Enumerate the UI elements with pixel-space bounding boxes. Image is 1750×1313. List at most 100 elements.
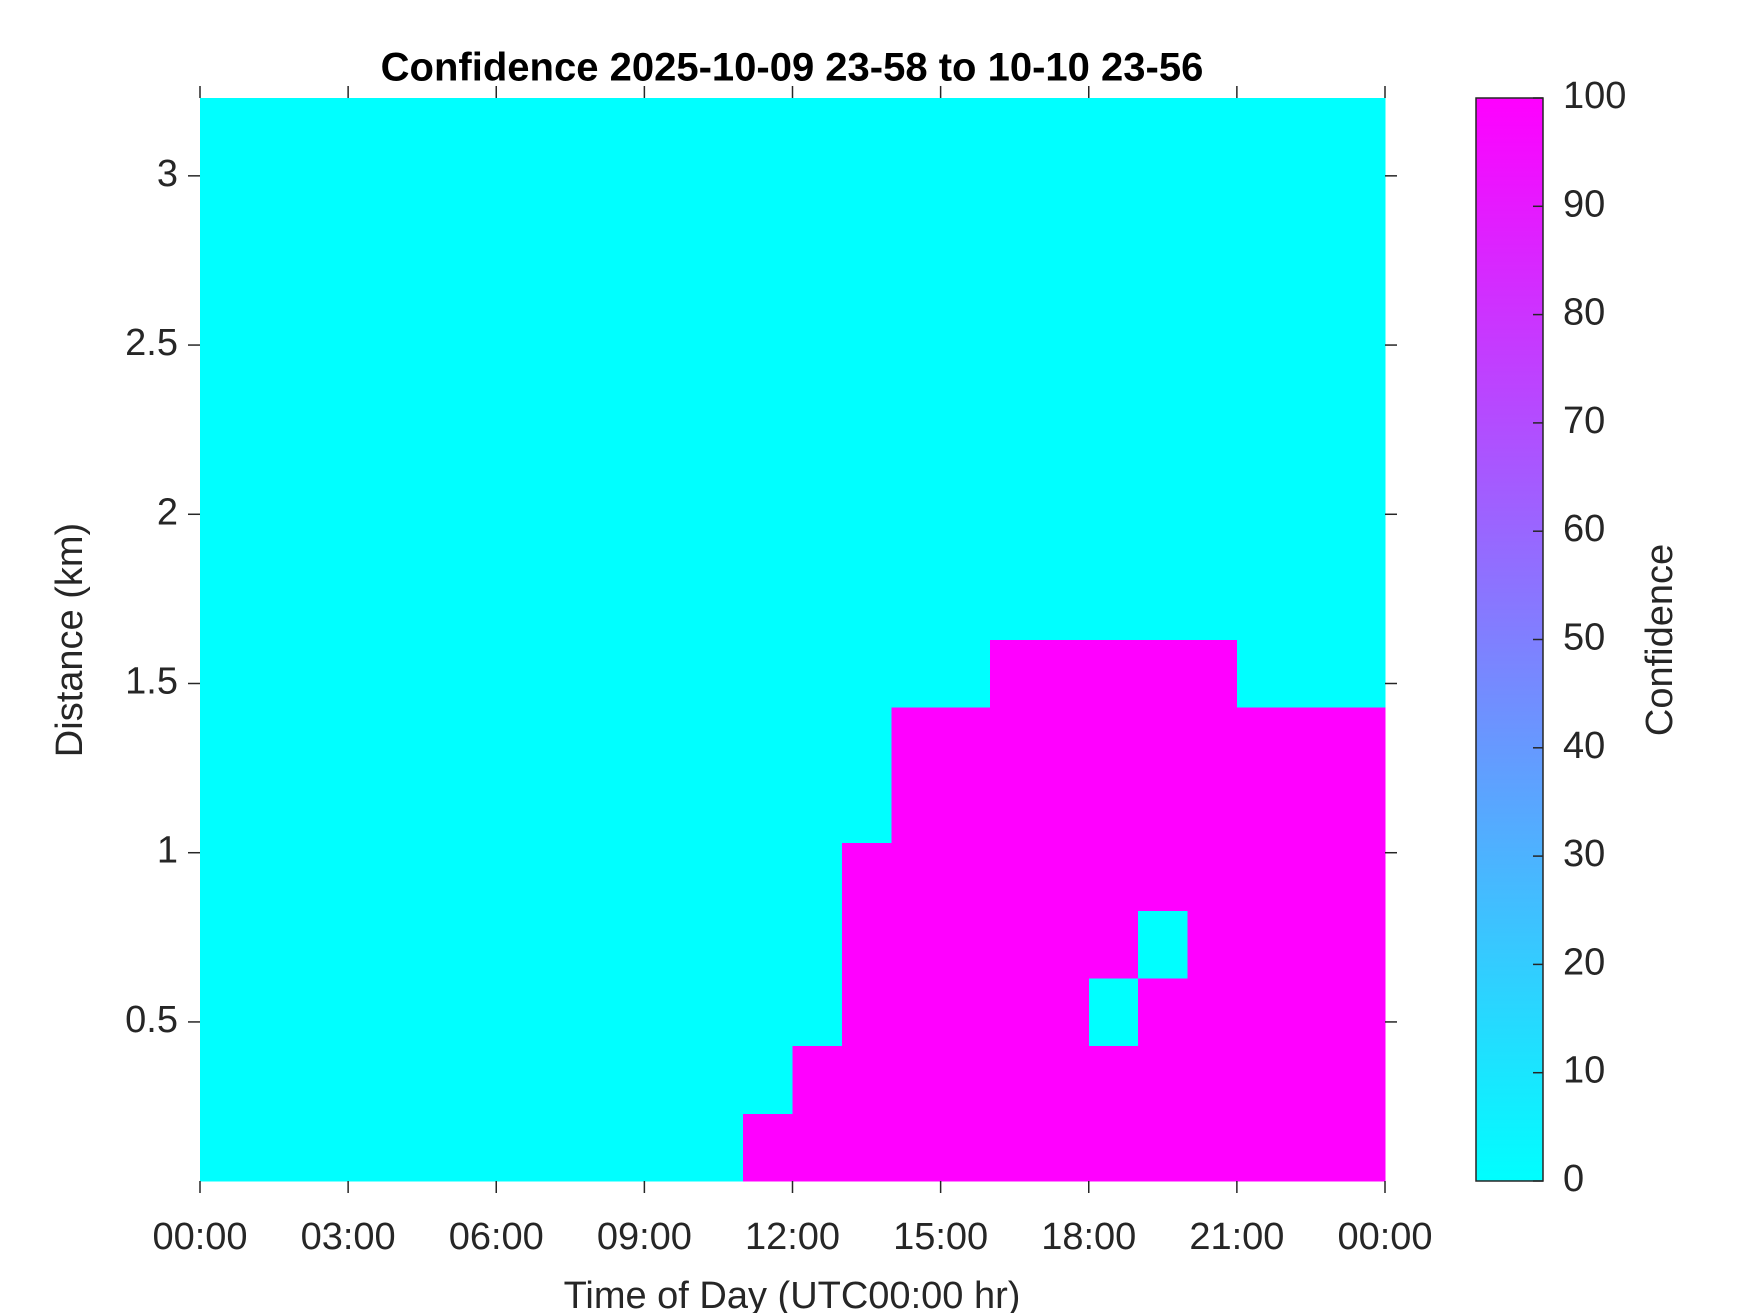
heatmap-cell [792,571,843,640]
y-tick-label: 1 [157,830,178,872]
heatmap-cell [743,368,793,437]
heatmap-cell [1039,842,1090,911]
heatmap-cell [792,1113,843,1182]
heatmap-cell [891,1045,942,1114]
heatmap-cell [496,1113,547,1182]
heatmap-cell [595,233,645,302]
x-tick-label: 15:00 [893,1216,988,1258]
heatmap-cell [446,1113,497,1182]
heatmap-cell [841,233,892,302]
colorbar-tick-label: 60 [1563,508,1605,550]
heatmap-cell [397,165,448,234]
heatmap-cell [545,233,596,302]
heatmap-cell [1335,639,1386,708]
heatmap-cell [891,571,942,640]
heatmap-cell [397,233,448,302]
heatmap-cell [1187,504,1238,573]
heatmap-cell [348,571,398,640]
heatmap-cell [397,301,448,370]
heatmap-cell [496,233,547,302]
colorbar-tick-label: 20 [1563,941,1605,983]
heatmap-cell [743,301,793,370]
heatmap-cell [841,707,892,776]
heatmap-cell [348,504,398,573]
heatmap-cell [743,165,793,234]
heatmap-cell [249,165,300,234]
heatmap-cell [496,301,547,370]
heatmap-cell [1138,571,1188,640]
heatmap-cell [1187,842,1238,911]
heatmap-cell [446,233,497,302]
heatmap-cell [743,504,793,573]
heatmap-cell [1187,233,1238,302]
heatmap-cell [249,1113,300,1182]
heatmap-cell [496,165,547,234]
heatmap-cell [397,639,448,708]
heatmap-cell [1187,707,1238,776]
heatmap-cell [1187,301,1238,370]
heatmap-cell [249,436,300,505]
heatmap-cell [249,977,300,1047]
heatmap-cell [1286,1045,1337,1114]
heatmap-cell [1286,774,1337,844]
heatmap-cell [743,436,793,505]
heatmap-cell [496,774,547,844]
heatmap-cell [792,977,843,1047]
heatmap-cell [1236,774,1287,844]
heatmap-cell [990,436,1040,505]
heatmap-cell [1088,368,1139,437]
heatmap-cell [595,368,645,437]
heatmap-cell [1236,1113,1287,1182]
heatmap-cell [644,301,695,370]
heatmap-cell [940,368,991,437]
heatmap-cell [496,368,547,437]
heatmap-cell [249,301,300,370]
heatmap-cell [545,98,596,167]
heatmap-cell [249,910,300,979]
heatmap-cell [446,910,497,979]
heatmap-cell [940,977,991,1047]
heatmap-cell [841,977,892,1047]
heatmap-cell [1335,571,1386,640]
colorbar-tick-label: 40 [1563,725,1605,767]
heatmap-cell [1236,504,1287,573]
heatmap-cell [298,504,349,573]
heatmap-cell [397,98,448,167]
heatmap-cell [1335,774,1386,844]
heatmap-cell [792,436,843,505]
heatmap-cell [496,98,547,167]
heatmap-cell [348,165,398,234]
y-tick-label: 0.5 [125,999,178,1041]
heatmap-cell [792,842,843,911]
heatmap-cell [1236,436,1287,505]
heatmap-cell [249,639,300,708]
colorbar-tick-label: 90 [1563,183,1605,225]
heatmap-cell [644,707,695,776]
y-axis-label: Distance (km) [49,523,91,757]
heatmap-cell [545,774,596,844]
heatmap-cell [1187,1045,1238,1114]
heatmap-cell [990,910,1040,979]
heatmap-cell [1039,910,1090,979]
heatmap-cell [545,165,596,234]
heatmap-cell [1187,98,1238,167]
heatmap-cell [298,165,349,234]
heatmap-cell [1039,1113,1090,1182]
heatmap-cell [1335,977,1386,1047]
heatmap-cell [1138,910,1188,979]
heatmap-cell [743,639,793,708]
heatmap-cell [792,504,843,573]
heatmap-cell [1236,707,1287,776]
heatmap-cell [693,707,744,776]
heatmap-cell [940,707,991,776]
heatmap-cell [1286,639,1337,708]
heatmap-cell [496,639,547,708]
heatmap-cell [940,233,991,302]
heatmap-cell [200,707,250,776]
heatmap-cell [891,910,942,979]
heatmap-cell [200,1045,250,1114]
heatmap-cell [1187,910,1238,979]
heatmap-cell [545,1113,596,1182]
heatmap-cell [891,436,942,505]
